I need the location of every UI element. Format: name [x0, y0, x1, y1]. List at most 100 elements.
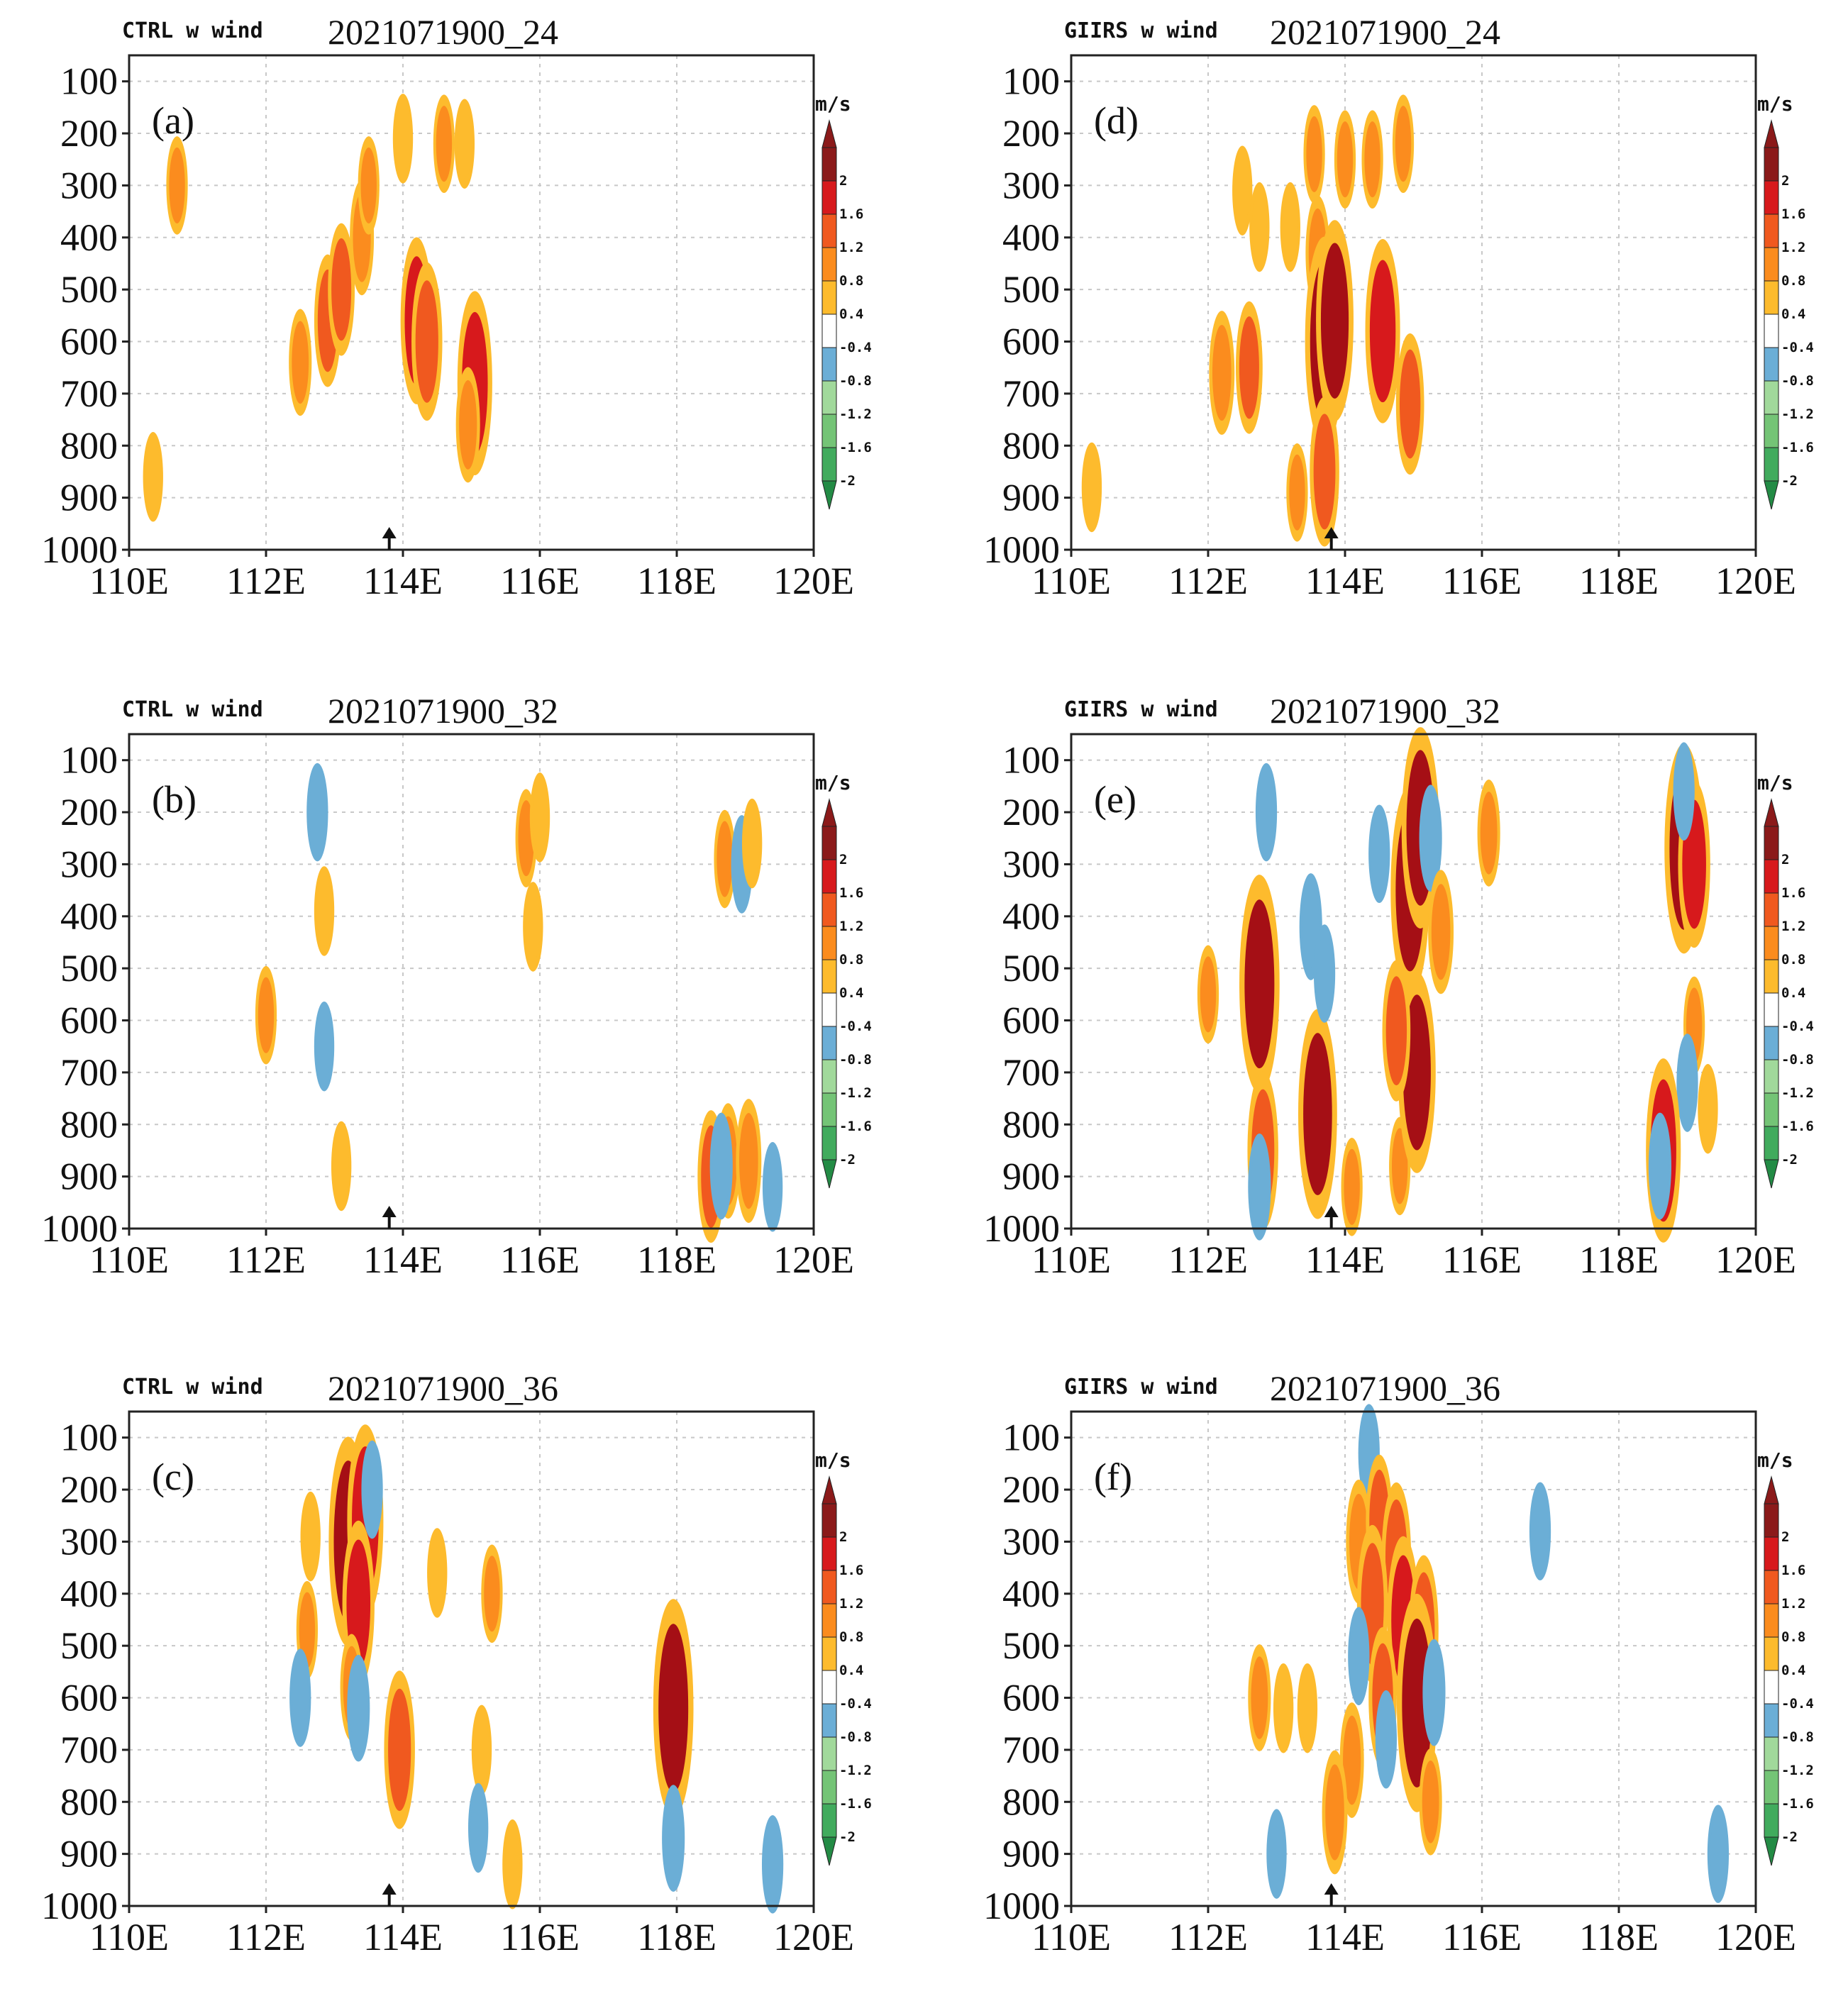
colorbar-tick-label: 2 — [839, 1529, 847, 1545]
colorbar-arrow-bottom — [821, 480, 837, 510]
contour-blob — [712, 1124, 730, 1208]
y-tick-label: 1000 — [41, 528, 118, 571]
y-tick-label: 200 — [1002, 112, 1060, 155]
colorbar-bin — [821, 247, 837, 282]
contour-blob — [765, 1152, 780, 1222]
x-tick-label: 118E — [1579, 1916, 1659, 1958]
y-tick-label: 600 — [1002, 999, 1060, 1042]
contour-blob — [1371, 816, 1388, 892]
y-tick-label: 300 — [1002, 164, 1060, 206]
contour-blob — [145, 442, 161, 512]
contour-blob — [1385, 976, 1407, 1086]
colorbar-bin — [1764, 1670, 1779, 1705]
colorbar-bin — [1764, 447, 1779, 482]
x-tick-label: 112E — [1168, 560, 1248, 602]
colorbar-bin — [821, 1092, 837, 1127]
contour-blob — [364, 1451, 380, 1528]
y-tick-label: 800 — [60, 1780, 118, 1823]
y-tick-label: 900 — [60, 1155, 118, 1198]
location-arrow-icon — [382, 527, 397, 538]
y-tick-label: 1000 — [983, 1207, 1060, 1250]
colorbar-arrow-top — [821, 798, 837, 827]
contour-blob — [415, 280, 438, 403]
colorbar-tick-label: -1.6 — [1781, 1119, 1814, 1134]
colorbar-tick-label: 0.4 — [839, 306, 863, 322]
contour-blob — [1700, 1074, 1715, 1144]
x-tick-label: 120E — [1715, 560, 1796, 602]
panel-title-time: 2021071900_24 — [1270, 12, 1500, 52]
panel-label: (a) — [152, 99, 194, 142]
contour-blob — [470, 1793, 486, 1863]
colorbar-tick-label: 1.2 — [839, 919, 863, 934]
colorbar-tick-label: -0.4 — [839, 1019, 872, 1034]
contour-blob — [1676, 753, 1692, 830]
y-tick-label: 800 — [60, 424, 118, 467]
contour-blob — [1084, 453, 1100, 522]
colorbar-bin — [1764, 1126, 1779, 1160]
colorbar-arrow-bottom — [821, 1836, 837, 1866]
contour-blob — [1251, 192, 1267, 262]
contour-blob — [1244, 899, 1275, 1069]
colorbar-bin — [821, 1803, 837, 1838]
location-arrow-icon — [1324, 527, 1339, 538]
plot-frame — [1070, 1410, 1757, 1907]
colorbar-tick-label: 1.2 — [839, 240, 863, 255]
colorbar-bin — [821, 926, 837, 960]
colorbar-bin — [821, 147, 837, 182]
contour-blob — [316, 876, 332, 946]
colorbar-arrow-top — [1764, 1475, 1779, 1504]
contour-blob — [1251, 1146, 1268, 1229]
colorbar-tick-label: -0.8 — [839, 373, 872, 389]
contour-blob — [1325, 1764, 1344, 1861]
colorbar-bin — [1764, 414, 1779, 448]
x-tick-label: 112E — [1168, 1238, 1248, 1281]
contour-blob — [360, 147, 377, 223]
y-tick-label: 200 — [60, 1468, 118, 1511]
contour-blob — [388, 1688, 411, 1812]
contour-blob — [1283, 192, 1298, 262]
colorbar-tick-label: 0.8 — [1781, 273, 1805, 289]
colorbar-bin — [821, 1703, 837, 1738]
colorbar-bin — [1764, 926, 1779, 960]
colorbar-bin — [1764, 1026, 1779, 1060]
colorbar-bin — [821, 1059, 837, 1094]
y-tick-label: 900 — [1002, 477, 1060, 519]
contour-blob — [1269, 1819, 1284, 1889]
x-tick-label: 114E — [1305, 560, 1385, 602]
colorbar-tick-label: 0.8 — [1781, 952, 1805, 968]
colorbar-tick-label: -1.6 — [839, 440, 872, 455]
colorbar-tick-label: 1.6 — [839, 206, 863, 222]
plot-frame — [1070, 54, 1757, 551]
contour-blob — [1302, 885, 1319, 968]
plot-frame — [128, 733, 815, 1230]
colorbar: m/s 2 1.6 1.2 0.8 0.4 -0.4 -0.8 -1.2 -1.6 -2 — [815, 771, 872, 1189]
colorbar-tick-label: 0.4 — [839, 1663, 863, 1678]
y-tick-label: 900 — [1002, 1833, 1060, 1875]
colorbar-bin — [1764, 280, 1779, 315]
contour-blob — [1289, 454, 1305, 531]
colorbar-tick-label: -1.6 — [1781, 440, 1814, 455]
y-tick-label: 600 — [1002, 321, 1060, 363]
contour-blob — [1251, 1656, 1268, 1739]
colorbar-tick-label: 1.6 — [1781, 885, 1805, 901]
x-tick-label: 120E — [1715, 1916, 1796, 1958]
colorbar-tick-label: 1.6 — [839, 885, 863, 901]
contour-blob — [744, 809, 760, 878]
contour-blob — [333, 1131, 349, 1201]
colorbar-tick-label: -2 — [839, 1152, 856, 1168]
panel-b: CTRL w wind 2021071900_32 100 200 300 400 500 6… — [41, 691, 872, 1281]
x-tick-label: 110E — [89, 560, 169, 602]
location-arrow-icon — [1324, 1206, 1339, 1217]
contour-blob — [1480, 792, 1498, 875]
contour-blob — [1303, 1033, 1332, 1195]
panel-title-model: GIIRS w wind — [1064, 18, 1218, 43]
y-tick-label: 100 — [1002, 60, 1060, 103]
contour-blob — [1392, 1128, 1408, 1204]
colorbar-tick-label: 1.2 — [1781, 919, 1805, 934]
colorbar-bin — [821, 1603, 837, 1638]
panel-title-time: 2021071900_32 — [1270, 691, 1500, 731]
colorbar-tick-label: -1.6 — [839, 1119, 872, 1134]
colorbar-bin — [1764, 314, 1779, 348]
colorbar-bin — [821, 892, 837, 927]
y-tick-label: 500 — [60, 947, 118, 990]
